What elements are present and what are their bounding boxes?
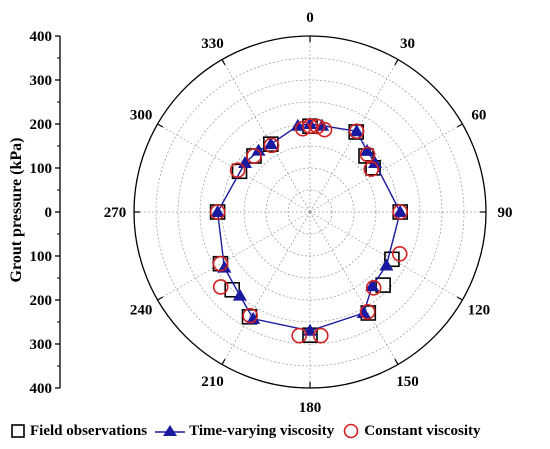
angle-tick-label: 30 <box>400 36 415 52</box>
radial-tick-label: 300 <box>30 337 53 353</box>
angle-tick <box>157 296 164 301</box>
angle-tick <box>394 358 399 365</box>
angle-tick-label: 270 <box>104 205 127 221</box>
angle-tick-label: 0 <box>306 10 314 26</box>
y-axis-label: Grout pressure (kPa) <box>8 138 25 283</box>
radial-tick-label: 400 <box>30 381 53 397</box>
circle-point <box>229 162 246 178</box>
legend-item-field: Field observations <box>10 423 147 440</box>
legend-label-field: Field observations <box>30 422 148 439</box>
circle-point <box>294 120 311 137</box>
triangle-point <box>349 124 364 137</box>
legend: Field observations Time-varying viscosit… <box>10 421 545 441</box>
radial-tick-label: 400 <box>30 29 53 45</box>
circle-point <box>209 204 226 220</box>
circle-point <box>363 161 380 177</box>
triangle-point <box>303 323 317 336</box>
angle-tick <box>157 123 164 128</box>
triangle-point <box>379 258 394 271</box>
triangle-point <box>217 260 232 273</box>
circle-point <box>242 307 258 324</box>
triangle-point <box>393 205 408 217</box>
radial-tick-label: 200 <box>30 293 53 309</box>
legend-item-constant: Constant viscosity <box>342 422 481 440</box>
triangle-point <box>232 288 247 301</box>
legend-label-constant: Constant viscosity <box>364 422 481 439</box>
angle-tick <box>394 59 399 66</box>
legend-label-time: Time-varying viscosity <box>189 422 335 439</box>
triangle-point <box>360 143 375 156</box>
series-square <box>209 118 409 344</box>
grid-spoke <box>157 123 311 213</box>
circle-point <box>291 327 307 344</box>
circle-marker-icon <box>343 423 359 439</box>
triangle-point <box>368 156 383 169</box>
triangle-point <box>365 279 380 292</box>
circle-point <box>359 304 376 320</box>
grid-spoke <box>309 211 399 365</box>
radial-tick-label: 100 <box>30 161 53 177</box>
circle-point <box>392 204 409 220</box>
circle-point <box>212 255 229 272</box>
angle-tick-labels: 0 30 60 90 120 150 180 210 240 270 300 330 <box>104 10 513 416</box>
series-layer <box>209 117 409 344</box>
circle-point <box>313 327 329 344</box>
circle-point <box>263 137 280 154</box>
circle-point <box>316 121 333 138</box>
angle-tick <box>456 296 463 301</box>
circle-point <box>246 148 262 164</box>
grid-spoke <box>309 123 463 213</box>
angle-tick-label: 120 <box>468 303 491 319</box>
angle-tick-label: 240 <box>130 303 153 319</box>
triangle-point <box>210 205 225 217</box>
angle-tick <box>456 123 463 128</box>
angle-tick-label: 300 <box>130 108 153 124</box>
square-point <box>375 277 391 293</box>
square-point <box>231 163 248 180</box>
series-circle <box>209 118 409 344</box>
radial-tick-label: 100 <box>30 249 53 265</box>
grid-spoke <box>157 211 311 301</box>
triangle-point <box>315 118 330 131</box>
circle-point <box>359 146 376 163</box>
angle-tick-label: 180 <box>299 400 322 416</box>
angle-tick <box>221 358 226 365</box>
grid-spoke <box>221 211 311 365</box>
angle-tick-label: 60 <box>471 108 486 124</box>
series-triangle <box>210 117 408 336</box>
angle-tick-label: 150 <box>396 374 419 390</box>
circle-point <box>391 246 408 262</box>
angle-tick <box>221 59 226 66</box>
grid-spoke <box>309 211 463 301</box>
triangle-point <box>356 306 371 319</box>
angle-tick-label: 210 <box>201 374 224 390</box>
radial-tick-label: 0 <box>45 205 53 221</box>
radial-tick-label: 300 <box>30 73 53 89</box>
triangle-line-marker-icon <box>155 425 186 436</box>
angle-tick-label: 90 <box>498 205 513 221</box>
radial-tick-label: 200 <box>30 117 53 133</box>
triangle-point <box>263 137 278 150</box>
circle-point <box>365 280 382 296</box>
square-marker-icon <box>11 424 25 438</box>
circle-point <box>212 279 229 295</box>
circle-point <box>309 118 326 135</box>
square-point <box>384 251 400 268</box>
angle-tick-label: 330 <box>201 36 224 52</box>
grid-spoke <box>221 59 311 213</box>
circle-point <box>302 118 318 134</box>
legend-item-time: Time-varying viscosity <box>155 423 334 440</box>
triangle-point <box>246 311 261 324</box>
triangle-point <box>303 117 317 129</box>
circle-point <box>348 123 365 140</box>
radial-axis: 400 300 200 100 0 100 200 300 400 <box>30 29 61 397</box>
